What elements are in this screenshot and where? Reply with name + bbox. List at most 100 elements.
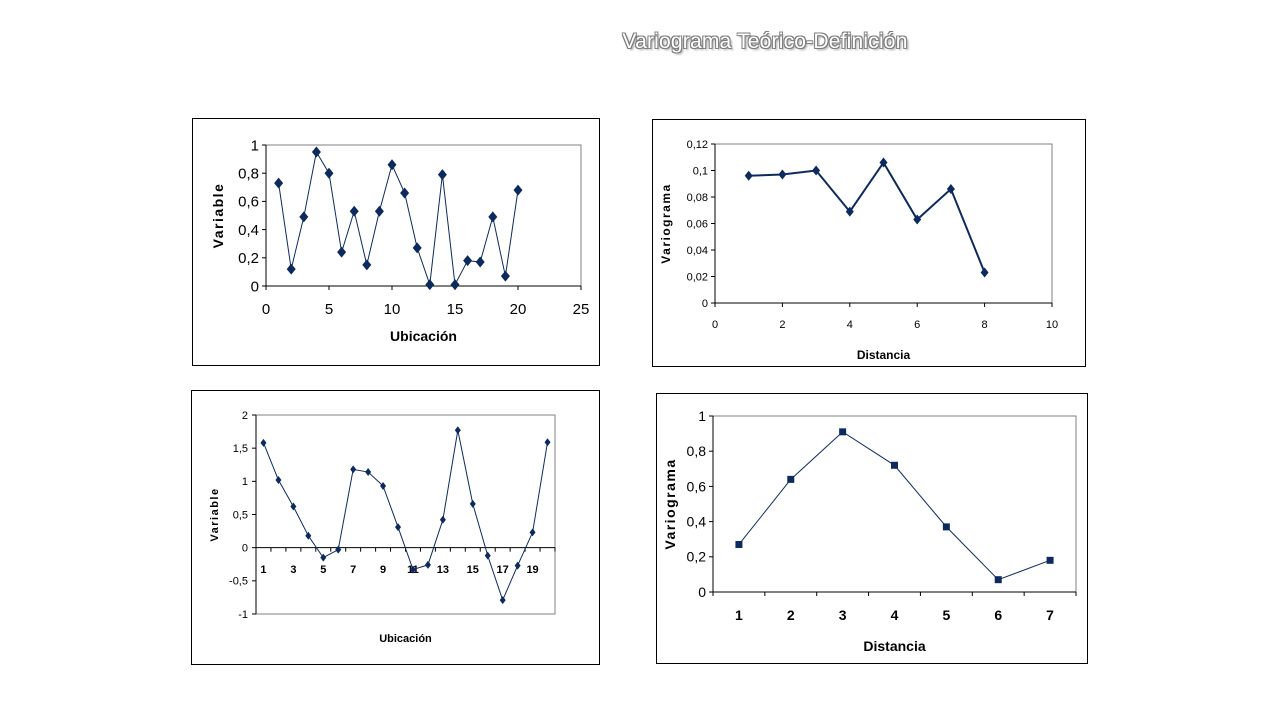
x-tick-label: 8 [982, 319, 988, 331]
x-tick-label: 0 [712, 319, 718, 331]
data-point [305, 531, 312, 540]
x-tick-label: 15 [447, 301, 464, 318]
data-point [500, 270, 510, 282]
chart-variable-2: -1-0,500,511,52135791113151719UbicaciónV… [209, 410, 556, 645]
y-tick-label: 0,4 [238, 222, 259, 239]
x-axis-label: Ubicación [390, 328, 457, 344]
data-point [488, 211, 498, 223]
data-point [324, 167, 334, 179]
x-tick-label: 10 [1046, 319, 1058, 331]
y-tick-label: 0 [698, 584, 706, 600]
data-point [454, 426, 461, 435]
y-tick-label: 0,06 [687, 218, 708, 230]
series-line [748, 160, 986, 273]
data-point [290, 502, 297, 511]
chart-variograma-1: 0 0,02 0,04 0,06 0,08 0,1 0,12 0 2 4 6 8 10 Distancia… [659, 139, 1058, 362]
x-tick-label: 6 [994, 607, 1002, 623]
chart-variograma-2: 0 0,2 0,4 0,6 0,8 1 1 2 3 4 5 6 7 Distancia Variograma [662, 408, 1077, 654]
data-point [1046, 556, 1054, 564]
page-title: Variograma Teórico-Definición [622, 30, 908, 53]
x-tick-label: 25 [573, 301, 590, 318]
x-tick-label: 1 [735, 607, 743, 623]
data-point [544, 438, 551, 447]
data-point [463, 255, 473, 267]
data-point [387, 159, 397, 171]
x-tick-label: 6 [914, 319, 920, 331]
data-point [744, 170, 753, 181]
y-tick-label: 0,6 [687, 478, 707, 494]
x-tick-label: 10 [384, 301, 401, 318]
y-axis-label: Variograma [662, 458, 678, 549]
x-tick-label: 2 [779, 319, 785, 331]
data-point [437, 169, 447, 181]
y-tick-label: -1 [238, 609, 248, 621]
y-tick-label: 0 [702, 298, 708, 310]
x-tick-label: 7 [350, 564, 356, 576]
chart-panel-variograma-1: 0 0,02 0,04 0,06 0,08 0,1 0,12 0 2 4 6 8 10 Distancia… [652, 119, 1086, 367]
series-line [263, 430, 549, 602]
y-tick-label: 0,1 [693, 165, 708, 177]
x-tick-label: 20 [510, 301, 527, 318]
y-tick-label: 1 [251, 137, 259, 154]
chart-panel-variograma-2: 0 0,2 0,4 0,6 0,8 1 1 2 3 4 5 6 7 Distancia Variograma [656, 393, 1088, 664]
data-point [499, 596, 506, 605]
x-tick-label: 1 [260, 564, 266, 576]
data-point [994, 576, 1002, 584]
y-axis-label: Variable [209, 487, 221, 541]
data-point [424, 560, 431, 569]
data-point [735, 540, 743, 548]
data-point [274, 177, 284, 189]
y-tick-label: 0,8 [238, 165, 259, 182]
series-line [738, 431, 1051, 581]
y-axis-label: Variograma [659, 183, 673, 263]
x-axis-label: Distancia [857, 348, 911, 362]
x-tick-label: 13 [437, 564, 449, 576]
data-point [350, 465, 357, 474]
data-point [362, 259, 372, 271]
data-point [778, 169, 787, 180]
y-tick-label: 0 [251, 278, 259, 295]
y-tick-label: 0,04 [687, 245, 708, 257]
y-tick-label: 1,5 [233, 443, 248, 455]
y-tick-label: 0,2 [687, 549, 707, 565]
y-tick-label: 0,8 [687, 443, 707, 459]
data-point [311, 146, 321, 158]
x-tick-label: 5 [942, 607, 950, 623]
data-point [891, 461, 898, 469]
data-point [513, 184, 523, 196]
data-point [450, 279, 460, 291]
data-point [337, 246, 347, 258]
data-point [514, 561, 521, 570]
data-point [946, 184, 955, 195]
x-tick-label: 2 [787, 607, 795, 623]
x-tick-label: 7 [1046, 607, 1054, 623]
data-point [275, 476, 282, 485]
data-point [484, 551, 491, 560]
y-tick-label: 0,2 [238, 250, 259, 267]
y-tick-label: 1 [698, 408, 706, 424]
data-point [475, 256, 485, 268]
x-tick-label: 9 [380, 564, 386, 576]
data-point [374, 205, 384, 217]
data-point [942, 523, 950, 531]
y-tick-label: 0,5 [233, 509, 248, 521]
data-point [787, 475, 795, 483]
data-point [349, 205, 359, 217]
data-point [412, 242, 422, 254]
y-tick-label: 0,08 [687, 192, 708, 204]
y-tick-label: 1 [242, 476, 248, 488]
data-point [469, 499, 476, 508]
x-tick-label: 3 [290, 564, 296, 576]
x-tick-label: 19 [526, 564, 538, 576]
x-tick-label: 4 [891, 607, 899, 623]
data-point [812, 165, 821, 176]
data-point [365, 468, 372, 477]
x-tick-label: 0 [262, 301, 270, 318]
x-tick-label: 4 [847, 319, 853, 331]
chart-panel-variable-1: 0 0,2 0,4 0,6 0,8 1 0 5 10 15 20 25 Ubicación Variabl… [192, 118, 600, 366]
x-tick-label: 5 [325, 301, 333, 318]
data-point [839, 428, 847, 436]
x-axis-label: Ubicación [379, 633, 432, 645]
y-tick-label: 0 [242, 543, 248, 555]
data-point [409, 565, 416, 574]
